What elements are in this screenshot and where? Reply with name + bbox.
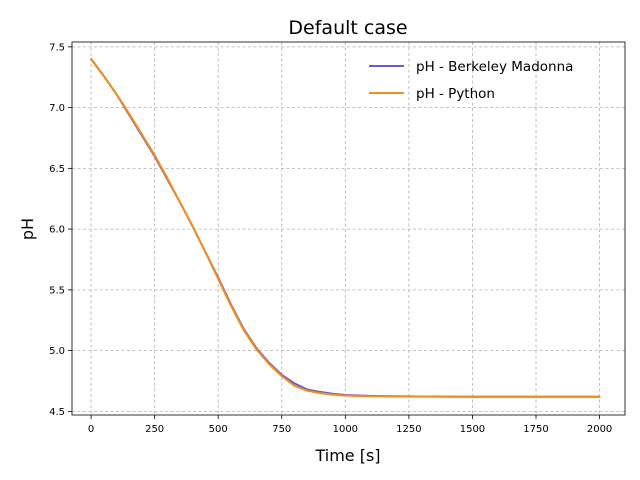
x-tick-label: 500 <box>209 424 228 435</box>
y-axis-title: pH <box>18 218 37 240</box>
y-tick-label: 5.0 <box>49 346 65 357</box>
grid <box>72 42 625 415</box>
y-tick-label: 7.5 <box>49 42 65 53</box>
x-axis-title: Time [s] <box>314 446 380 465</box>
x-axis: 0 250 500 750 1000 1250 1500 1750 2000 <box>88 415 612 435</box>
x-tick-label: 750 <box>272 424 291 435</box>
y-axis: 4.5 5.0 5.5 6.0 6.5 7.0 7.5 <box>49 42 72 418</box>
x-tick-label: 1750 <box>523 424 548 435</box>
y-tick-label: 7.0 <box>49 103 65 114</box>
series-group <box>90 58 601 398</box>
chart-title: Default case <box>288 17 407 39</box>
legend: pH - Berkeley Madonna pH - Python <box>369 59 573 102</box>
y-tick-label: 4.5 <box>49 407 65 418</box>
x-tick-label: 250 <box>145 424 164 435</box>
series-line-1 <box>90 58 601 398</box>
x-tick-label: 1000 <box>333 424 358 435</box>
x-tick-label: 1250 <box>396 424 421 435</box>
x-tick-label: 1500 <box>460 424 485 435</box>
plot-frame <box>71 41 626 416</box>
legend-label-0: pH - Berkeley Madonna <box>416 59 573 75</box>
legend-label-1: pH - Python <box>416 86 495 102</box>
x-tick-label: 2000 <box>587 424 612 435</box>
y-tick-label: 6.5 <box>49 164 65 175</box>
x-tick-label: 0 <box>88 424 94 435</box>
y-tick-label: 6.0 <box>49 225 65 236</box>
y-tick-label: 5.5 <box>49 285 65 296</box>
